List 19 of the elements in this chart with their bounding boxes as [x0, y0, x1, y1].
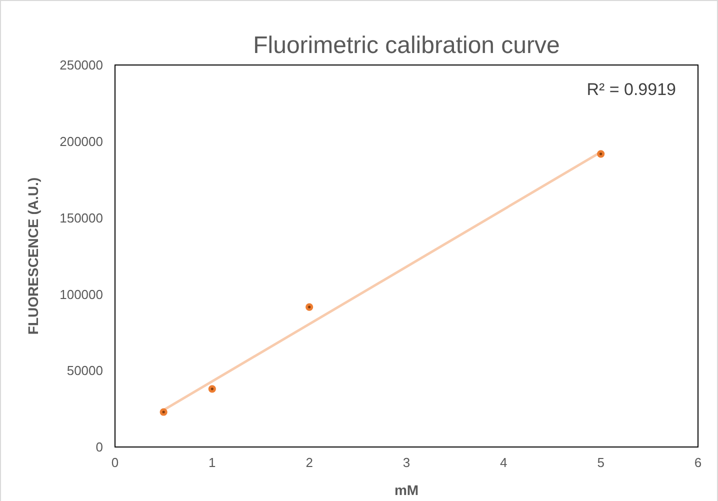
y-tick-label: 150000: [60, 210, 103, 226]
chart-title: Fluorimetric calibration curve: [253, 32, 560, 59]
point: [597, 150, 605, 158]
point: [208, 385, 216, 393]
y-axis-title: FLUORESCENCE (A.U.): [25, 177, 41, 335]
y-tick-label: 250000: [60, 58, 103, 73]
x-tick-label: 5: [597, 455, 604, 470]
y-tick-label: 0: [96, 440, 103, 455]
x-tick-label: 0: [111, 455, 119, 470]
x-tick-label: 2: [306, 455, 313, 470]
x-tick-label: 6: [694, 455, 702, 470]
x-tick-label: 3: [402, 455, 410, 470]
y-tick-label: 50000: [66, 363, 103, 378]
x-tick-label: 1: [208, 455, 216, 470]
y-tick-label: 200000: [60, 134, 103, 149]
y-tick-label: 100000: [60, 286, 103, 302]
x-tick-label: 4: [500, 455, 508, 470]
x-axis-title: mM: [394, 482, 419, 498]
annotation: R² = 0.9919: [586, 80, 676, 99]
